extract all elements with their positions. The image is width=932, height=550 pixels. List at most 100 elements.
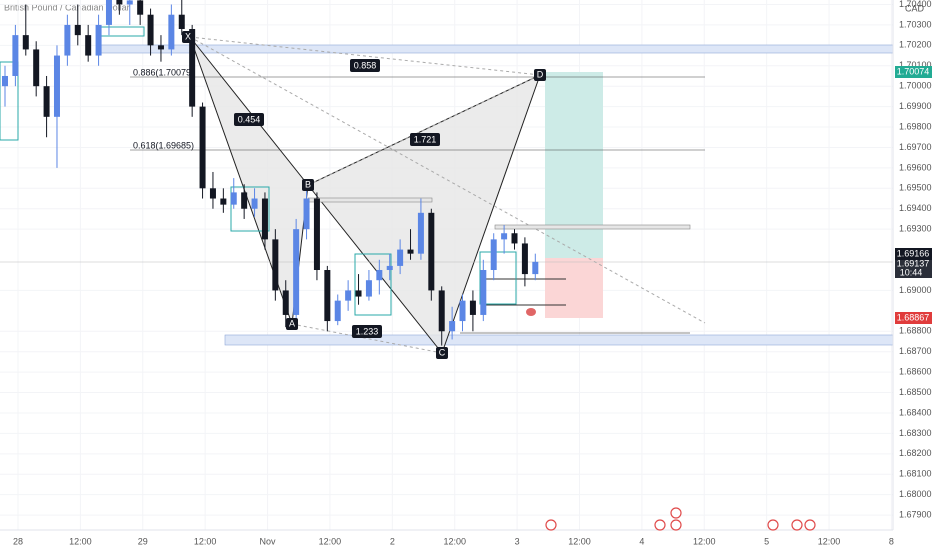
point-label: X: [185, 31, 191, 41]
candle-body: [230, 192, 237, 205]
event-icon[interactable]: [670, 507, 682, 519]
candle-body: [365, 280, 372, 297]
ratio-box: [350, 59, 380, 72]
y-tick-label: 1.69000: [899, 285, 932, 295]
candle-body: [147, 14, 154, 46]
candle-body: [43, 86, 50, 117]
badge: [895, 312, 932, 324]
fib-label: 0.886(1.70079): [133, 67, 194, 77]
ratio-box: [352, 325, 382, 338]
candle-body: [355, 290, 362, 297]
candle-body: [22, 35, 29, 50]
candle-body: [64, 24, 71, 56]
badge-label: 1.69137: [897, 258, 930, 268]
trend-line: [189, 36, 706, 324]
x-tick-label: 29: [138, 536, 148, 546]
x-tick-label: 12:00: [319, 536, 342, 546]
candle-body: [251, 198, 258, 209]
ratio-label: 1.721: [414, 134, 437, 144]
candle-body: [532, 261, 539, 275]
candle-body: [438, 290, 445, 332]
long-stop: [545, 258, 603, 318]
badge-label: 1.69166: [897, 248, 930, 258]
alert-marker[interactable]: [526, 308, 536, 316]
candle-body: [334, 300, 341, 322]
x-tick-label: 5: [764, 536, 769, 546]
candle-body: [241, 192, 248, 209]
x-tick-label: 12:00: [443, 536, 466, 546]
candle-body: [376, 270, 383, 281]
candle-body: [168, 14, 175, 50]
badge-label: 1.70074: [897, 66, 930, 76]
y-tick-label: 1.69600: [899, 162, 932, 172]
candle-body: [1, 75, 8, 87]
candle-body: [511, 233, 518, 244]
candle-body: [53, 55, 60, 117]
y-tick-label: 1.68300: [899, 428, 932, 438]
candle-body: [74, 24, 81, 36]
ratio-box: [234, 113, 264, 126]
candle-body: [33, 49, 40, 87]
y-tick-label: 1.67900: [899, 509, 932, 519]
ratio-label: 0.858: [354, 60, 377, 70]
pattern-xab: [189, 36, 309, 325]
y-tick-label: 1.69500: [899, 183, 932, 193]
candle-body: [116, 0, 123, 5]
point-box: [182, 31, 194, 43]
candle-body: [345, 290, 352, 301]
candle-body: [220, 198, 227, 205]
candle-body: [521, 243, 528, 275]
event-icon[interactable]: [791, 519, 803, 531]
y-tick-label: 1.68600: [899, 366, 932, 376]
candle-body: [386, 265, 393, 271]
point-label: A: [289, 318, 295, 328]
point-box: [436, 347, 448, 359]
candle-body: [282, 290, 289, 315]
ratio-box: [410, 133, 440, 146]
candle-body: [324, 270, 331, 322]
candle-body: [459, 300, 466, 322]
box: [0, 61, 19, 141]
ratio-label: 1.233: [356, 326, 379, 336]
box: [230, 186, 270, 232]
candle-body: [199, 106, 206, 189]
level: [494, 224, 691, 230]
candle-body: [261, 198, 268, 240]
badge: [895, 248, 932, 260]
xd-line: [189, 36, 541, 76]
event-icon[interactable]: [654, 519, 666, 531]
y-tick-label: 1.69300: [899, 224, 932, 234]
fib-label: 0.618(1.69685): [133, 140, 194, 150]
badge: [895, 260, 932, 278]
candle-body: [126, 0, 133, 5]
y-tick-label: 1.70300: [899, 19, 932, 29]
point-label: D: [537, 69, 544, 79]
event-icon[interactable]: [804, 519, 816, 531]
point-box: [302, 179, 314, 191]
point-label: B: [305, 179, 311, 189]
y-tick-label: 1.69800: [899, 121, 932, 131]
y-tick-label: 1.70100: [899, 60, 932, 70]
candle-body: [209, 188, 216, 199]
y-tick-label: 1.70000: [899, 81, 932, 91]
x-tick-label: 2: [390, 536, 395, 546]
point-box: [534, 69, 546, 81]
ac-line: [291, 323, 443, 354]
event-icon[interactable]: [670, 519, 682, 531]
x-tick-label: 12:00: [693, 536, 716, 546]
event-icon[interactable]: [767, 519, 779, 531]
box: [354, 253, 392, 316]
demand-zone: [224, 334, 894, 346]
x-tick-label: 28: [13, 536, 23, 546]
y-tick-label: 1.68100: [899, 469, 932, 479]
badge-label: 1.68867: [897, 312, 930, 322]
y-tick-label: 1.70200: [899, 40, 932, 50]
x-tick-label: 3: [515, 536, 520, 546]
x-tick-label: Nov: [260, 536, 277, 546]
y-tick-label: 1.69400: [899, 203, 932, 213]
badge-label: 10:44: [900, 267, 923, 277]
candle-body: [272, 239, 279, 291]
candle-body: [303, 198, 310, 230]
event-icon[interactable]: [545, 519, 557, 531]
level: [307, 197, 433, 203]
